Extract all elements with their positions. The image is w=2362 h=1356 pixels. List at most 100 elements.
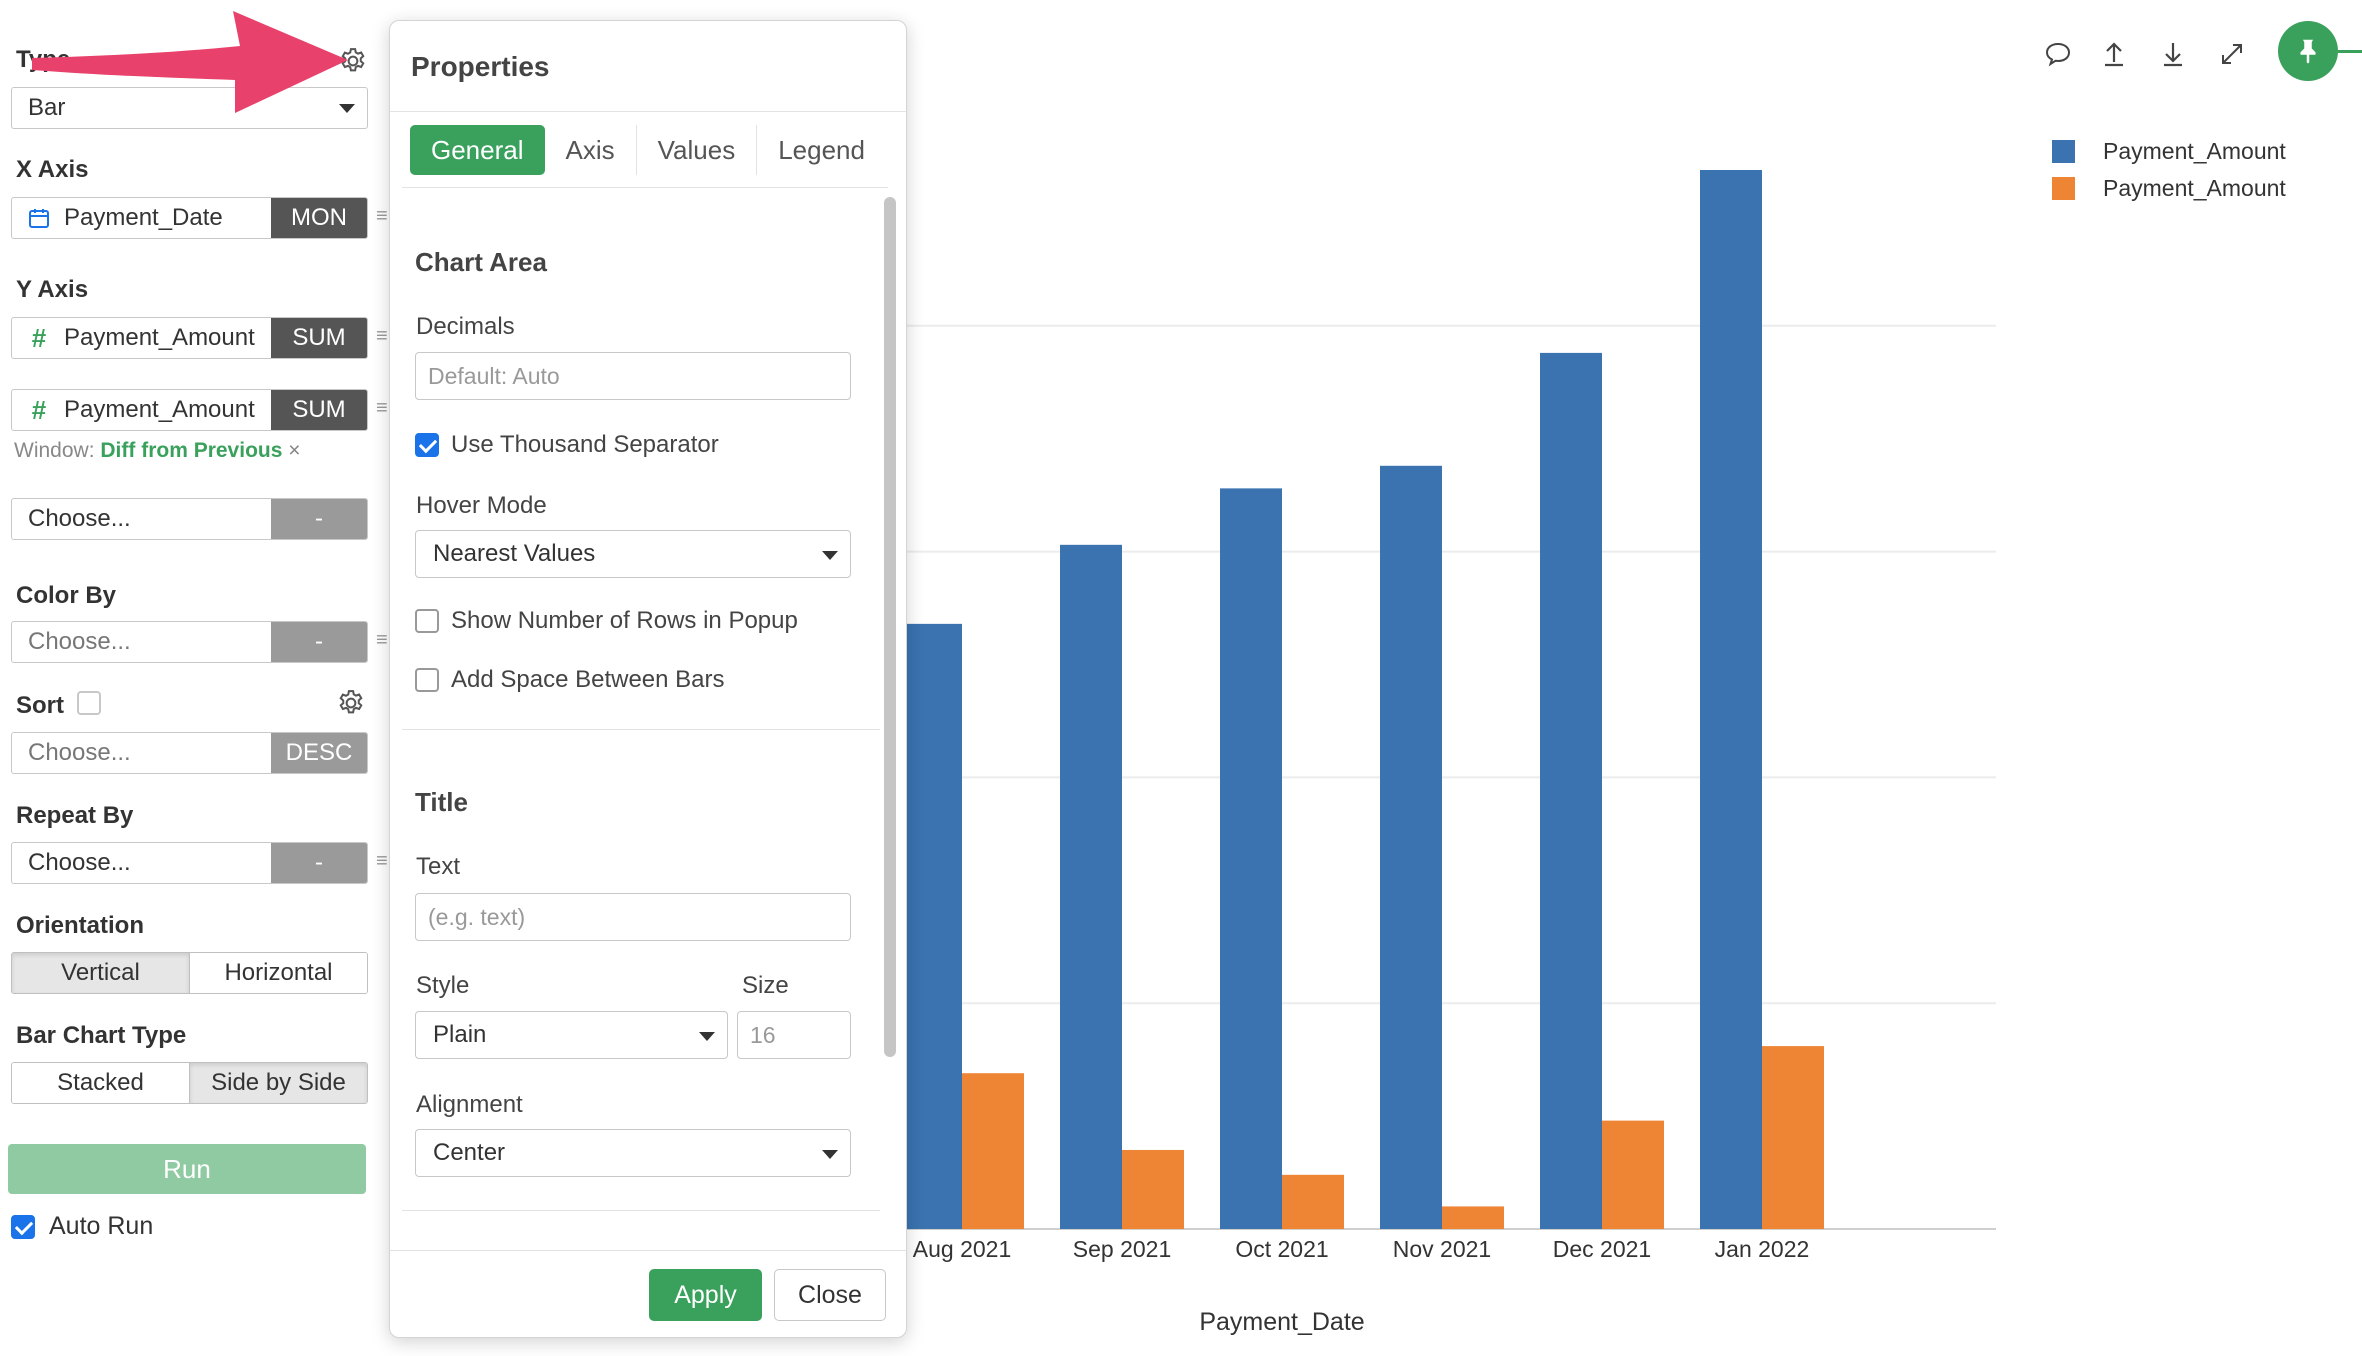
hash-icon: # — [31, 394, 47, 425]
y-axis-choose-field[interactable]: Choose... - — [11, 498, 368, 540]
bar-series-2[interactable] — [1282, 1174, 1344, 1229]
title-alignment-select[interactable]: Center — [415, 1129, 851, 1177]
chart-settings-panel: Type Bar X Axis Payment_Date MON ≡ Y Axi… — [0, 0, 388, 1356]
pin-button[interactable] — [2278, 21, 2338, 81]
window-prefix: Window: — [14, 439, 95, 462]
bar-series-1[interactable] — [1700, 169, 1762, 1229]
type-select[interactable]: Bar — [11, 87, 368, 129]
legend-item[interactable]: Payment_Amount — [2052, 170, 2286, 207]
chevron-down-icon — [699, 1032, 715, 1041]
tab-values[interactable]: Values — [637, 125, 758, 175]
title-text-input[interactable]: (e.g. text) — [415, 893, 851, 941]
style-label: Style — [416, 972, 470, 999]
tab-axis[interactable]: Axis — [545, 125, 637, 175]
upload-icon[interactable] — [2098, 38, 2130, 70]
y-axis-choose-agg[interactable]: - — [271, 499, 367, 539]
size-label: Size — [742, 972, 789, 999]
y-axis-field-1-name: Payment_Amount — [64, 324, 255, 351]
x-axis-field[interactable]: Payment_Date MON — [11, 197, 368, 239]
hover-mode-label: Hover Mode — [416, 492, 547, 519]
bar-series-1[interactable] — [1060, 544, 1122, 1229]
properties-tabs: General Axis Values Legend — [410, 125, 886, 175]
bar-series-2[interactable] — [1122, 1149, 1184, 1229]
y-axis-field-1-main: # Payment_Amount — [12, 318, 271, 358]
properties-scrollbar[interactable] — [884, 197, 896, 1057]
space-bars-checkbox[interactable] — [415, 668, 439, 692]
auto-run-label: Auto Run — [49, 1212, 154, 1240]
drag-handle-icon[interactable]: ≡ — [376, 325, 388, 347]
bar-chart-type-toggle: Stacked Side by Side — [11, 1062, 368, 1104]
alignment-label: Alignment — [416, 1091, 523, 1118]
color-by-field[interactable]: Choose... - — [11, 621, 368, 663]
repeat-by-field[interactable]: Choose... - — [11, 842, 368, 884]
type-select-value: Bar — [28, 94, 66, 121]
decimals-label: Decimals — [416, 313, 515, 340]
comment-icon[interactable] — [2042, 38, 2074, 70]
title-style-value: Plain — [433, 1021, 487, 1048]
drag-handle-icon[interactable]: ≡ — [376, 629, 388, 651]
bar-series-1[interactable] — [1540, 352, 1602, 1229]
space-bars-row: Add Space Between Bars — [415, 666, 725, 694]
type-settings-gear-icon[interactable] — [338, 46, 368, 76]
sort-direction-button[interactable]: DESC — [271, 733, 367, 773]
auto-run-checkbox[interactable] — [11, 1214, 35, 1239]
drag-handle-icon[interactable]: ≡ — [376, 850, 388, 872]
y-axis-field-1[interactable]: # Payment_Amount SUM — [11, 317, 368, 359]
divider — [402, 1210, 880, 1211]
bar-type-stacked[interactable]: Stacked — [12, 1063, 189, 1103]
y-axis-field-2[interactable]: # Payment_Amount SUM — [11, 389, 368, 431]
show-rows-label: Show Number of Rows in Popup — [451, 607, 798, 634]
run-button[interactable]: Run — [8, 1144, 366, 1194]
sort-settings-gear-icon[interactable] — [336, 688, 366, 718]
show-rows-checkbox[interactable] — [415, 609, 439, 633]
thousand-separator-row: Use Thousand Separator — [415, 431, 719, 459]
thousand-separator-checkbox[interactable] — [415, 433, 439, 457]
divider — [390, 1250, 906, 1251]
bar-series-1[interactable] — [1380, 465, 1442, 1229]
y-axis-1-agg-button[interactable]: SUM — [271, 318, 367, 358]
title-size-input[interactable]: 16 — [737, 1011, 851, 1059]
close-button[interactable]: Close — [774, 1269, 886, 1321]
drag-handle-icon[interactable]: ≡ — [376, 205, 388, 227]
repeat-by-agg[interactable]: - — [271, 843, 367, 883]
decimals-input[interactable]: Default: Auto — [415, 352, 851, 400]
color-by-agg[interactable]: - — [271, 622, 367, 662]
color-by-label: Color By — [16, 582, 117, 609]
legend-item[interactable]: Payment_Amount — [2052, 133, 2286, 170]
x-tick-label: Aug 2021 — [913, 1236, 1011, 1262]
tab-general[interactable]: General — [410, 125, 545, 175]
bar-series-1[interactable] — [900, 623, 962, 1229]
bar-series-2[interactable] — [962, 1073, 1024, 1229]
sort-checkbox[interactable] — [77, 691, 101, 715]
bar-series-2[interactable] — [1442, 1206, 1504, 1229]
legend-label: Payment_Amount — [2103, 138, 2286, 164]
title-style-select[interactable]: Plain — [415, 1011, 728, 1059]
window-remove-icon[interactable]: × — [288, 439, 301, 462]
hover-mode-select[interactable]: Nearest Values — [415, 530, 851, 578]
chart-area-heading: Chart Area — [415, 247, 547, 277]
bar-type-side-by-side[interactable]: Side by Side — [189, 1063, 367, 1103]
x-axis-agg-button[interactable]: MON — [271, 198, 367, 238]
x-tick-label: Dec 2021 — [1553, 1236, 1651, 1262]
expand-icon[interactable] — [2216, 38, 2248, 70]
bar-series-1[interactable] — [1220, 488, 1282, 1230]
pin-icon — [2300, 39, 2316, 64]
properties-body: Chart Area Decimals Default: Auto Use Th… — [390, 189, 890, 1269]
window-link[interactable]: Diff from Previous — [100, 439, 283, 462]
y-axis-2-agg-button[interactable]: SUM — [271, 390, 367, 430]
bar-series-2[interactable] — [1602, 1120, 1664, 1229]
orientation-label: Orientation — [16, 912, 145, 939]
sort-field[interactable]: Choose... DESC — [11, 732, 368, 774]
apply-button[interactable]: Apply — [649, 1269, 762, 1321]
window-setting: Window: Diff from Previous × — [14, 439, 301, 463]
chevron-down-icon — [822, 1150, 838, 1159]
legend-swatch — [2052, 177, 2075, 200]
tab-legend[interactable]: Legend — [778, 134, 865, 165]
bar-series-2[interactable] — [1762, 1046, 1824, 1229]
drag-handle-icon[interactable]: ≡ — [376, 397, 388, 419]
orientation-vertical[interactable]: Vertical — [12, 953, 189, 993]
orientation-horizontal[interactable]: Horizontal — [189, 953, 367, 993]
repeat-by-label: Repeat By — [16, 802, 134, 829]
legend-label: Payment_Amount — [2103, 175, 2286, 201]
download-icon[interactable] — [2157, 38, 2189, 70]
